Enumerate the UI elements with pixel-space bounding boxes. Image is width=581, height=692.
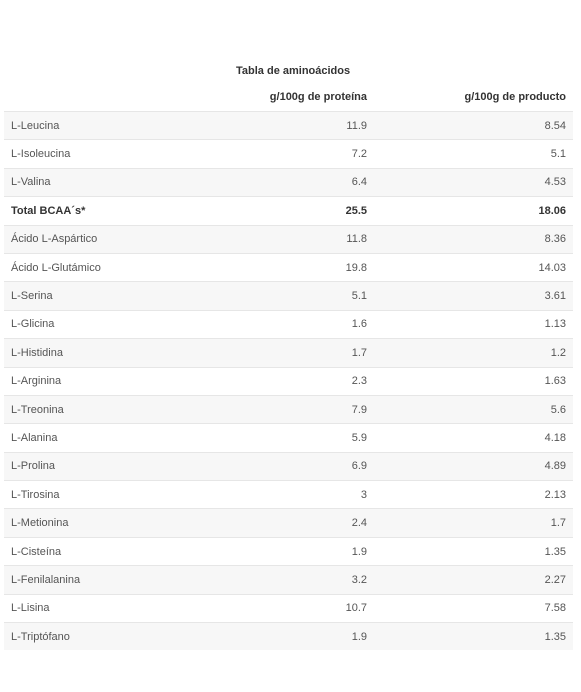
cell-name: L-Arginina	[4, 366, 189, 396]
cell-protein: 1.9	[189, 536, 374, 566]
cell-protein: 2.4	[189, 508, 374, 538]
cell-name: Ácido L-Aspártico	[4, 224, 189, 254]
table-row: L-Isoleucina 7.2 5.1	[4, 139, 573, 169]
cell-protein: 7.9	[189, 394, 374, 424]
table-row: L-Prolina 6.9 4.89	[4, 451, 573, 481]
cell-product: 4.18	[374, 423, 573, 453]
cell-name: L-Isoleucina	[4, 139, 189, 169]
cell-name: L-Serina	[4, 281, 189, 311]
cell-product: 1.7	[374, 508, 573, 538]
cell-name: L-Metionina	[4, 508, 189, 538]
header-product: g/100g de producto	[464, 91, 566, 103]
cell-product: 2.13	[374, 480, 573, 509]
table-header-row: g/100g de proteína g/100g de producto	[4, 83, 573, 112]
table-body: L-Leucina 11.9 8.54 L-Isoleucina 7.2 5.1 L-Val…	[4, 110, 573, 651]
cell-name: L-Triptófano	[4, 622, 189, 651]
table-row: L-Leucina 11.9 8.54	[4, 110, 573, 140]
table-row: L-Histidina 1.7 1.2	[4, 338, 573, 368]
cell-product: 5.6	[374, 394, 573, 424]
cell-product: 18.06	[374, 196, 573, 226]
table-row: L-Glicina 1.6 1.13	[4, 309, 573, 339]
table-row: L-Alanina 5.9 4.18	[4, 423, 573, 453]
cell-name: L-Valina	[4, 167, 189, 197]
table-row-total: Total BCAA´s* 25.5 18.06	[4, 196, 573, 226]
table-row: L-Treonina 7.9 5.6	[4, 394, 573, 424]
cell-protein: 6.9	[189, 451, 374, 481]
cell-product: 1.13	[374, 309, 573, 339]
cell-name: L-Fenilalanina	[4, 565, 189, 595]
cell-protein: 11.9	[189, 110, 374, 140]
cell-product: 2.27	[374, 565, 573, 595]
cell-product: 3.61	[374, 281, 573, 311]
cell-name: L-Prolina	[4, 451, 189, 481]
cell-protein: 5.1	[189, 281, 374, 311]
cell-name: L-Glicina	[4, 309, 189, 339]
header-protein: g/100g de proteína	[269, 91, 367, 103]
cell-product: 1.35	[374, 622, 573, 651]
cell-protein: 3.2	[189, 565, 374, 595]
cell-name: L-Tirosina	[4, 480, 189, 509]
table-row: L-Arginina 2.3 1.63	[4, 366, 573, 396]
table-row: L-Metionina 2.4 1.7	[4, 508, 573, 538]
cell-name: L-Alanina	[4, 423, 189, 453]
cell-protein: 25.5	[189, 196, 374, 226]
cell-product: 1.2	[374, 338, 573, 368]
cell-protein: 1.7	[189, 338, 374, 368]
cell-product: 7.58	[374, 593, 573, 623]
table-caption: Tabla de aminoácidos	[236, 65, 351, 77]
table-row: L-Valina 6.4 4.53	[4, 167, 573, 197]
cell-protein: 10.7	[189, 593, 374, 623]
table-row: L-Tirosina 3 2.13	[4, 480, 573, 509]
cell-product: 8.36	[374, 224, 573, 254]
cell-protein: 2.3	[189, 366, 374, 396]
amino-acid-table-container: Tabla de aminoácidos g/100g de proteína …	[4, 59, 573, 651]
cell-protein: 1.6	[189, 309, 374, 339]
cell-name: L-Cisteína	[4, 536, 189, 566]
cell-name: L-Lisina	[4, 593, 189, 623]
amino-acid-table: g/100g de proteína g/100g de producto L-…	[4, 83, 573, 651]
table-row: Ácido L-Aspártico 11.8 8.36	[4, 224, 573, 254]
cell-name: L-Treonina	[4, 394, 189, 424]
cell-product: 8.54	[374, 110, 573, 140]
cell-protein: 7.2	[189, 139, 374, 169]
table-row: L-Serina 5.1 3.61	[4, 281, 573, 311]
cell-protein: 19.8	[189, 252, 374, 282]
cell-protein: 5.9	[189, 423, 374, 453]
cell-product: 4.89	[374, 451, 573, 481]
cell-product: 5.1	[374, 139, 573, 169]
table-row: L-Cisteína 1.9 1.35	[4, 536, 573, 566]
cell-protein: 6.4	[189, 167, 374, 197]
cell-product: 4.53	[374, 167, 573, 197]
table-row: Ácido L-Glutámico 19.8 14.03	[4, 252, 573, 282]
cell-protein: 3	[189, 480, 374, 509]
cell-protein: 1.9	[189, 622, 374, 651]
table-row: L-Fenilalanina 3.2 2.27	[4, 565, 573, 595]
header-name	[4, 83, 189, 112]
cell-protein: 11.8	[189, 224, 374, 254]
cell-name: Ácido L-Glutámico	[4, 252, 189, 282]
cell-name: Total BCAA´s*	[4, 196, 189, 226]
cell-name: L-Leucina	[4, 110, 189, 140]
cell-product: 14.03	[374, 252, 573, 282]
table-row: L-Lisina 10.7 7.58	[4, 593, 573, 623]
cell-product: 1.35	[374, 536, 573, 566]
cell-product: 1.63	[374, 366, 573, 396]
table-row: L-Triptófano 1.9 1.35	[4, 622, 573, 651]
cell-name: L-Histidina	[4, 338, 189, 368]
